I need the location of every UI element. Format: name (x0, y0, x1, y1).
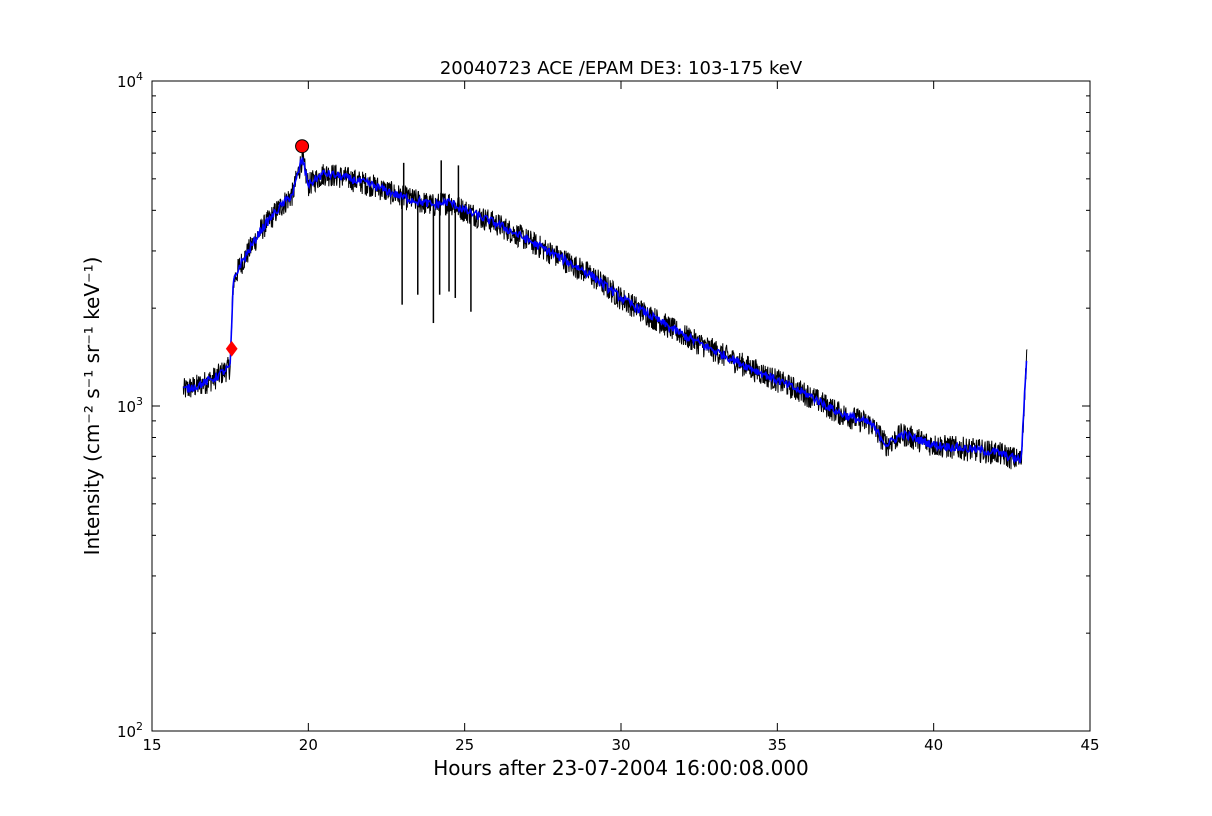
x-tick-label: 35 (768, 736, 787, 754)
y-tick-label: 102 (117, 720, 143, 741)
chart-title: 20040723 ACE /EPAM DE3: 103-175 keV (440, 58, 803, 79)
x-axis: 15 20 25 30 35 40 45 (142, 81, 1100, 754)
peak-marker (295, 139, 310, 154)
x-tick-label: 20 (299, 736, 318, 754)
x-tick-label: 25 (455, 736, 474, 754)
series-layer (182, 147, 1028, 470)
marker-layer (225, 139, 310, 357)
y-tick-label: 103 (117, 395, 143, 416)
y-axis: 102 103 104 (117, 70, 1090, 741)
plot-frame (151, 80, 1091, 732)
x-tick-label: 30 (611, 736, 630, 754)
y-tick-label: 104 (117, 70, 143, 91)
x-tick-label: 40 (924, 736, 943, 754)
x-axis-label: Hours after 23-07-2004 16:00:08.000 (433, 756, 809, 780)
y-axis-label: Intensity (cm⁻² s⁻¹ sr⁻¹ keV⁻¹) (80, 257, 104, 556)
x-tick-label: 45 (1080, 736, 1099, 754)
series-smoothed-line (183, 157, 1028, 465)
onset-marker (225, 340, 238, 357)
x-tick-label: 15 (142, 736, 161, 754)
series-raw-line (182, 147, 1028, 470)
